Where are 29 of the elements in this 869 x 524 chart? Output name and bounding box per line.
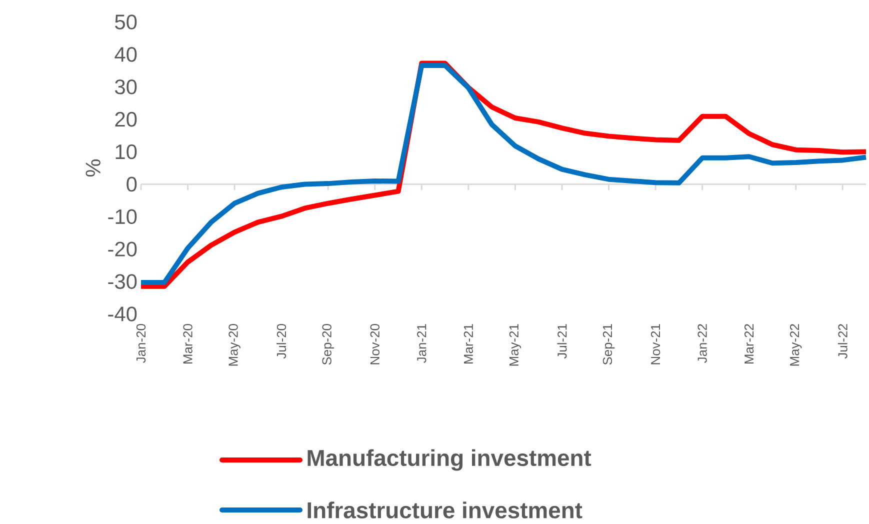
y-tick-label: 10 [116,144,137,160]
legend-label: Manufacturing investment [308,449,592,471]
y-axis-title: % [86,159,100,177]
y-tick-label: -10 [108,209,137,224]
x-tick-label: Nov-20 [370,324,380,364]
x-tick-label: Mar-20 [183,324,192,364]
x-tick-label: Jul-20 [276,324,286,359]
y-tick-label: 0 [126,176,137,192]
y-tick-label: -40 [108,306,137,322]
y-tick-label: 30 [115,79,137,94]
x-tick-label: Jul-22 [838,324,848,359]
y-tick-label: -30 [108,274,137,289]
x-tick-label: Jan-20 [136,324,146,363]
x-tick-label: Sep-20 [322,324,334,365]
x-tick-label: Jan-22 [698,324,707,363]
x-tick-label: Mar-22 [744,324,754,364]
x-tick-label: Sep-21 [602,324,615,365]
x-tick-label: Jul-21 [557,324,567,359]
y-tick-label: 40 [114,47,137,62]
x-tick-label: Nov-21 [650,324,660,364]
x-tick-label: Mar-21 [464,324,474,364]
x-tick-label: Jan-21 [417,324,426,363]
x-tick-label: May-21 [509,324,522,366]
y-tick-label: 50 [115,14,137,30]
x-tick-label: May-20 [228,324,240,366]
y-tick-label: -20 [108,242,137,256]
legend-label: Infrastructure investment [308,502,582,518]
x-tick-label: May-22 [790,324,802,366]
y-tick-label: 20 [115,112,137,127]
